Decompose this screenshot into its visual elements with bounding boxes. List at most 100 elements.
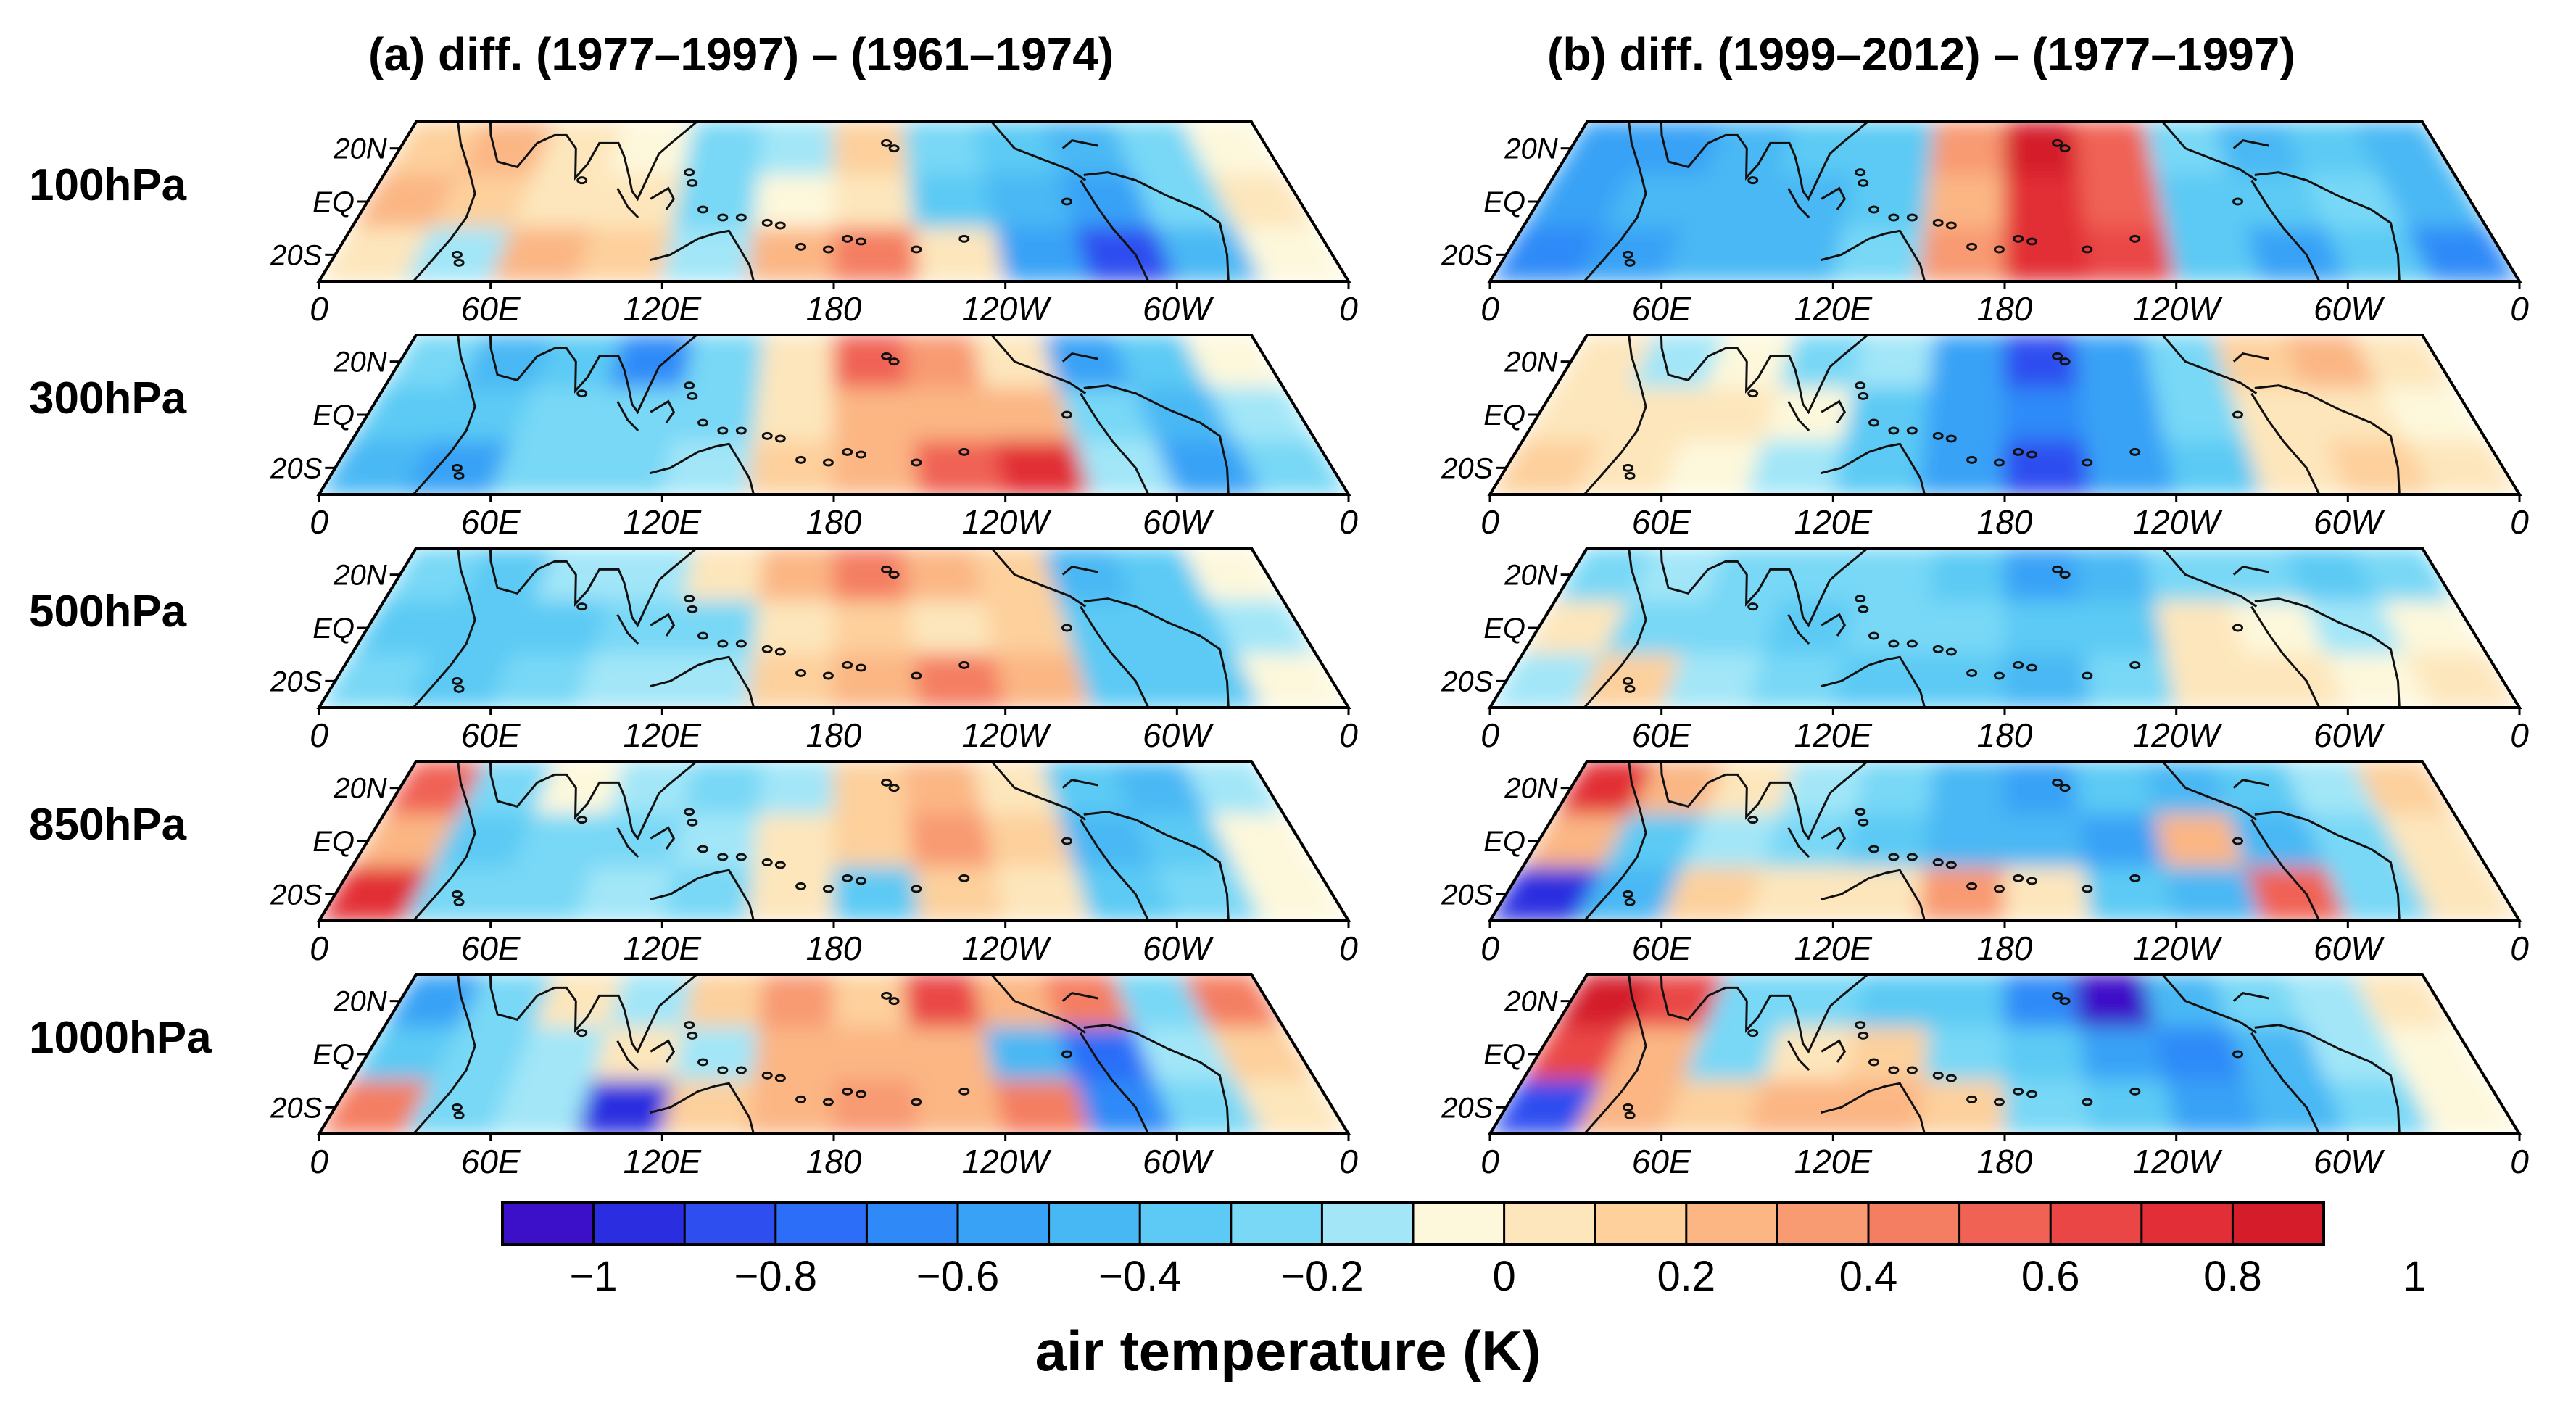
heat-cell — [1111, 122, 1210, 176]
island — [453, 1111, 465, 1119]
heat-cell — [1111, 974, 1210, 1029]
heat-cell — [592, 174, 685, 229]
island — [958, 660, 970, 669]
lon-label: 120E — [624, 1143, 703, 1180]
lon-label: 180 — [1977, 290, 2033, 328]
island — [1945, 1074, 1957, 1082]
heat-cell — [1058, 174, 1156, 229]
island — [2129, 234, 2141, 243]
island — [1888, 426, 1900, 435]
island — [687, 605, 698, 613]
island — [2232, 410, 2243, 419]
heat-cell — [747, 440, 834, 494]
heat-cell — [592, 387, 685, 442]
island — [1855, 1021, 1866, 1030]
coastline — [1083, 384, 1230, 494]
island — [2026, 237, 2038, 246]
heat-cell — [908, 600, 995, 655]
island — [795, 882, 807, 890]
island — [1993, 458, 2005, 467]
colorbar-tick-label: 1 — [2403, 1253, 2426, 1300]
heat-cell — [1832, 227, 1926, 281]
island — [1868, 1058, 1880, 1067]
island — [1932, 218, 1944, 227]
lon-label: 120W — [2133, 929, 2224, 967]
heat-cell — [661, 227, 755, 281]
heat-cell — [489, 440, 594, 494]
lat-label: 20N — [1504, 986, 1557, 1018]
coastline — [1820, 442, 1926, 494]
island — [2082, 245, 2093, 254]
heat-cell — [2245, 653, 2349, 708]
coastline — [2161, 122, 2258, 181]
heat-cell — [1521, 387, 1631, 442]
heat-cell — [2213, 335, 2306, 389]
heat-cell — [608, 548, 695, 602]
heat-cell — [982, 1027, 1076, 1082]
coastline — [1083, 811, 1230, 921]
lon-label: 120W — [962, 929, 1053, 967]
lon-label: 0 — [310, 1143, 328, 1180]
heat-cell — [1490, 653, 1604, 708]
colorbar-swatch — [1320, 1201, 1415, 1246]
heat-cell — [2325, 1080, 2435, 1134]
island — [684, 168, 695, 177]
heat-cell — [1854, 974, 1936, 1029]
lon-label: 60W — [1143, 1143, 1214, 1180]
coastline — [649, 1082, 755, 1134]
heat-cell — [683, 335, 765, 389]
heat-cell — [908, 174, 995, 229]
heat-cell — [903, 761, 985, 816]
coastline — [1821, 186, 1847, 210]
coastline — [1080, 605, 1150, 708]
island — [1993, 1098, 2005, 1106]
coastline — [1787, 1040, 1810, 1072]
coastline — [1061, 992, 1098, 1002]
lon-label: 60W — [1143, 929, 1214, 967]
coastline — [1583, 335, 1647, 494]
island — [822, 885, 834, 893]
heat-cell — [592, 1027, 685, 1082]
lat-label: 20S — [1441, 452, 1493, 484]
coastline — [1821, 613, 1847, 637]
heat-cell — [2084, 440, 2177, 494]
lon-label: 0 — [2510, 929, 2529, 967]
heat-cell — [350, 174, 460, 229]
heat-cell — [2004, 1027, 2086, 1082]
heat-cell — [661, 653, 755, 708]
heat-cell — [592, 600, 685, 655]
island — [697, 845, 709, 853]
lon-label: 0 — [310, 290, 328, 328]
lon-label: 0 — [1339, 290, 1358, 328]
map-row-100hpa: 20N EQ 20S 0 60E 120E 180 120W 60W 0 — [270, 120, 1358, 328]
heat-cell — [511, 813, 610, 869]
heat-cell — [576, 653, 674, 708]
heat-cell — [2004, 653, 2092, 708]
colorbar-swatch — [1412, 1201, 1506, 1246]
lon-label: 60W — [1143, 716, 1214, 754]
island — [2129, 660, 2141, 669]
heat-cell — [1778, 974, 1866, 1029]
island — [822, 1098, 834, 1106]
heat-cell — [672, 1027, 760, 1082]
colorbar-swatch — [1776, 1201, 1870, 1246]
heat-cell — [319, 1080, 433, 1134]
heat-cell — [1854, 122, 1936, 176]
island — [2013, 1087, 2024, 1096]
island — [1906, 426, 1918, 435]
island — [1932, 858, 1944, 866]
island — [1945, 221, 1957, 230]
colorbar-swatch — [2140, 1201, 2235, 1246]
heat-cell — [1208, 174, 1317, 229]
island — [881, 565, 893, 573]
heat-cell — [833, 387, 915, 442]
colorbar-swatch — [1594, 1201, 1688, 1246]
heat-cell — [913, 866, 1006, 921]
island — [1993, 245, 2005, 254]
heat-cell — [2004, 600, 2086, 655]
coastline — [1083, 1024, 1230, 1134]
lat-label: 20N — [1504, 133, 1557, 165]
heat-cell — [993, 653, 1092, 708]
heat-cell — [1843, 600, 1931, 655]
island — [2232, 624, 2243, 632]
